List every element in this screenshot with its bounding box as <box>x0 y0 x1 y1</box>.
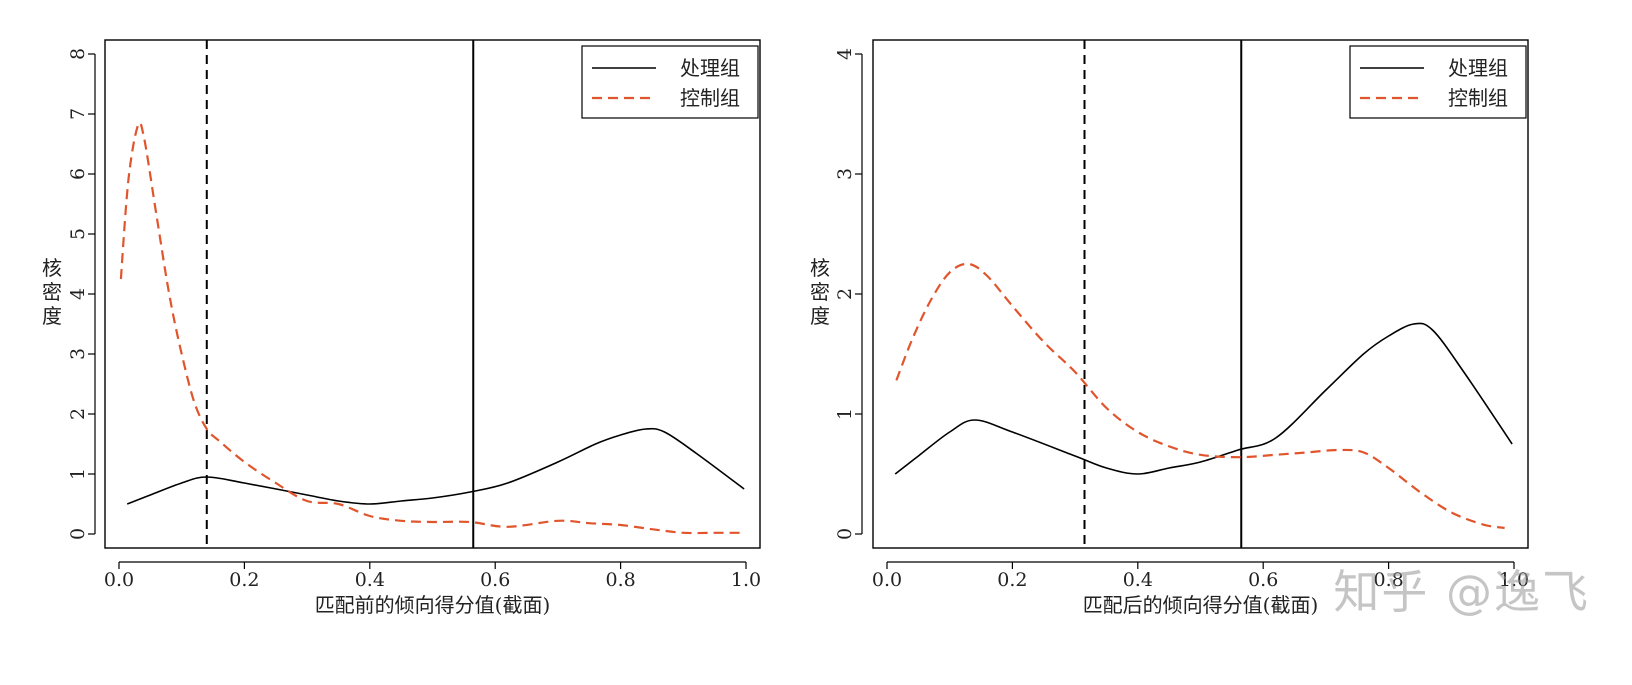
treatment-density-line <box>126 427 745 505</box>
y-tick-label: 3 <box>67 348 89 360</box>
y-tick-label: 2 <box>834 288 856 300</box>
legend-box <box>1349 45 1527 119</box>
y-tick-label: 2 <box>67 408 89 420</box>
plot-frame <box>104 39 761 549</box>
legend-label: 控制组 <box>680 86 740 110</box>
y-tick-label: 1 <box>67 468 89 480</box>
control-density-line <box>895 262 1505 530</box>
x-tick-label: 0.8 <box>1373 569 1403 591</box>
y-tick-label: 5 <box>67 228 89 240</box>
x-tick-label: 0.2 <box>229 569 259 591</box>
x-tick-label: 1.0 <box>1499 569 1529 591</box>
chart-panel-1: 0.0 0.2 0.4 0.6 0.8 1.0 0 1 2 3 4 5 6 7 8 匹配前的倾向得分值(截面)… <box>42 39 761 617</box>
legend-label: 处理组 <box>1448 56 1508 80</box>
x-tick-label: 0.0 <box>872 569 902 591</box>
plot-frame <box>872 39 1529 549</box>
y-tick-label: 7 <box>67 108 89 120</box>
y-tick-label: 4 <box>834 48 856 60</box>
legend-box <box>581 45 759 119</box>
x-axis-title: 匹配前的倾向得分值(截面) <box>315 593 551 617</box>
x-tick-label: 0.6 <box>480 569 510 591</box>
y-tick-label: 4 <box>67 288 89 300</box>
x-tick-label: 0.6 <box>1248 569 1278 591</box>
x-tick-label: 0.4 <box>1123 569 1153 591</box>
y-tick-label: 0 <box>834 528 856 540</box>
chart-panel-2: 0.0 0.2 0.4 0.6 0.8 1.0 0 1 2 3 4 匹配后的倾向得分值(截面) 核密度 处… <box>810 39 1529 617</box>
legend-label: 处理组 <box>680 56 740 80</box>
legend-label: 控制组 <box>1448 86 1508 110</box>
treatment-density-line <box>894 322 1513 475</box>
x-axis-title: 匹配后的倾向得分值(截面) <box>1083 593 1319 617</box>
watermark: 知乎 @逸飞 <box>1333 565 1590 619</box>
x-tick-label: 0.0 <box>104 569 134 591</box>
x-tick-label: 0.8 <box>605 569 635 591</box>
x-tick-label: 0.4 <box>355 569 385 591</box>
y-axis-title: 核密度 <box>42 256 62 328</box>
y-tick-label: 6 <box>67 168 89 180</box>
x-tick-label: 0.2 <box>997 569 1027 591</box>
y-tick-label: 8 <box>67 48 89 60</box>
x-tick-label: 1.0 <box>731 569 761 591</box>
y-axis-title: 核密度 <box>810 256 830 328</box>
y-tick-label: 3 <box>834 168 856 180</box>
control-density-line <box>119 121 745 535</box>
y-tick-label: 1 <box>834 408 856 420</box>
y-tick-label: 0 <box>67 528 89 540</box>
